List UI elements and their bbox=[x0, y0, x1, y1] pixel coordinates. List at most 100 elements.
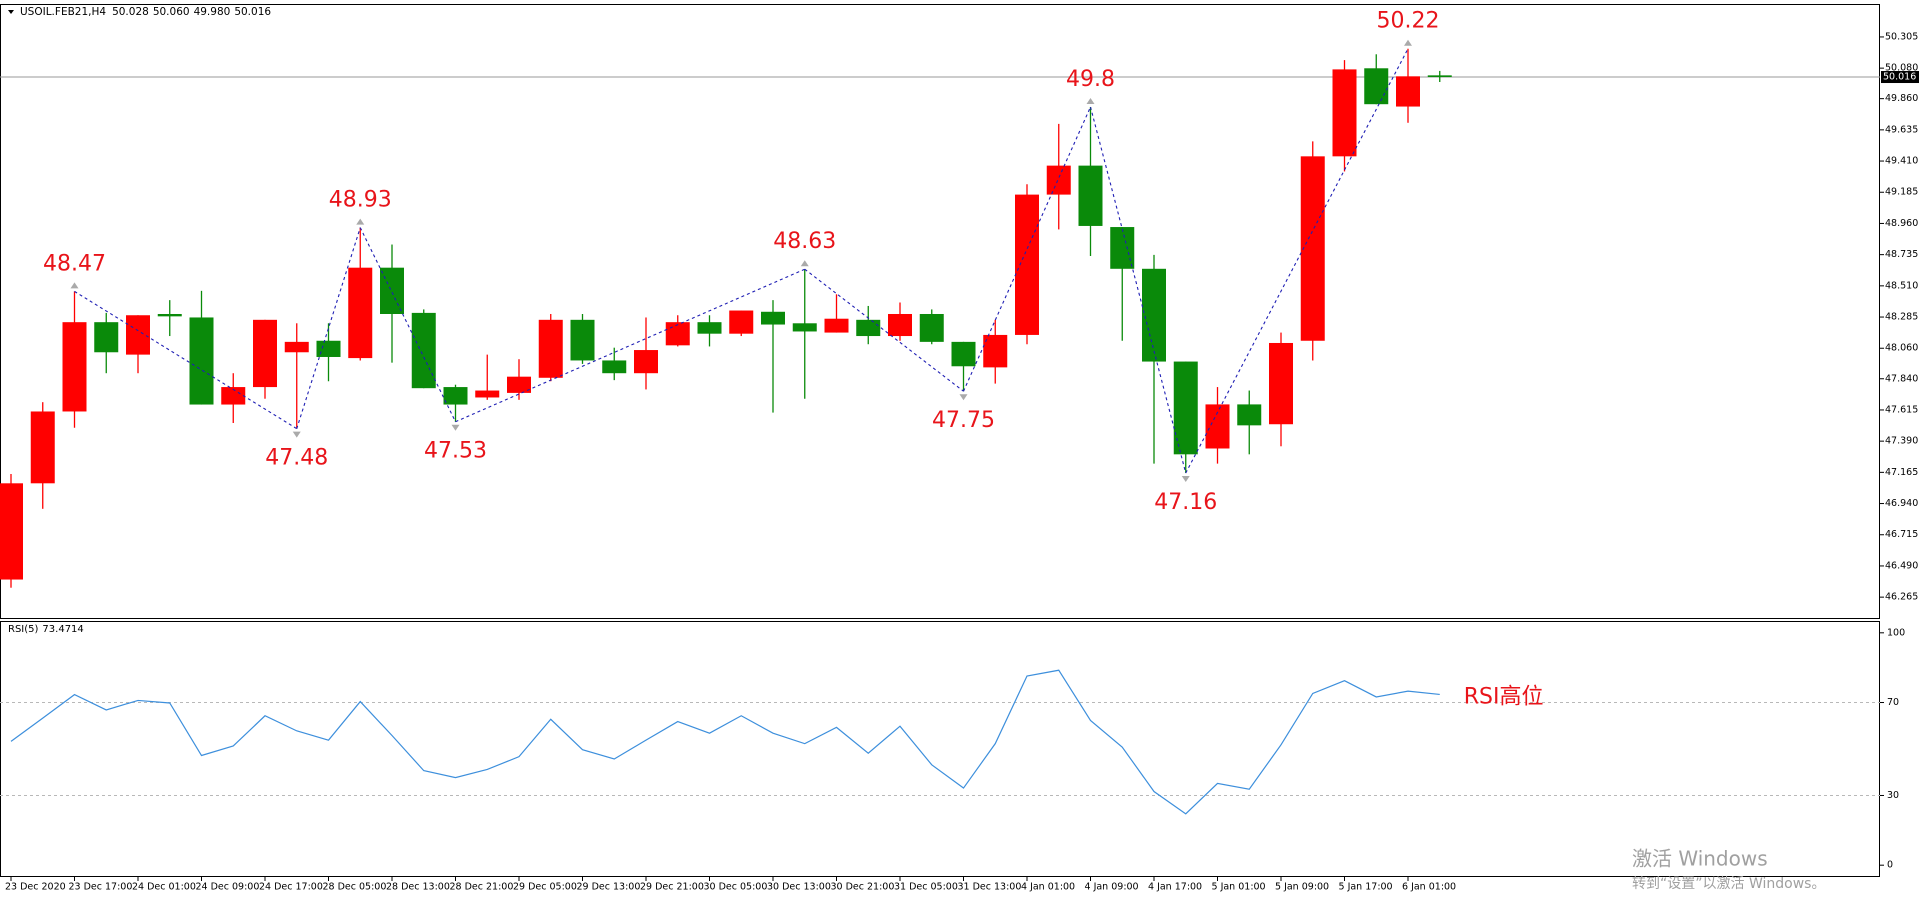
zigzag-segment bbox=[962, 106, 1092, 392]
x-tick-label: 29 Dec 21:00 bbox=[640, 882, 704, 893]
y-tick-label: 48.960 bbox=[1885, 218, 1918, 229]
zigzag-segment bbox=[359, 227, 456, 422]
candle-body bbox=[951, 341, 976, 367]
zigzag-label: 47.75 bbox=[932, 408, 995, 433]
quote-low: 49.980 bbox=[194, 6, 231, 18]
candle-body bbox=[570, 319, 595, 361]
candle-body bbox=[507, 376, 531, 393]
candle-body bbox=[824, 318, 849, 333]
candle-body bbox=[1205, 404, 1230, 449]
candle-body bbox=[888, 313, 912, 337]
zigzag-vertex bbox=[1404, 39, 1412, 46]
x-tick-label: 5 Jan 17:00 bbox=[1339, 882, 1393, 893]
x-tick-label: 24 Dec 17:00 bbox=[259, 882, 323, 893]
x-tick-label: 23 Dec 2020 bbox=[5, 882, 66, 893]
watermark-title: 激活 Windows bbox=[1632, 847, 1768, 871]
x-tick-label: 23 Dec 17:00 bbox=[69, 882, 133, 893]
y-tick-label: 49.410 bbox=[1885, 156, 1918, 167]
y-tick-label: 49.185 bbox=[1885, 187, 1918, 198]
y-tick-label: 48.510 bbox=[1885, 280, 1918, 291]
candle-body bbox=[602, 360, 627, 374]
symbol: USOIL.FEB21,H4 bbox=[20, 6, 106, 18]
y-tick-label: 50.080 bbox=[1885, 63, 1918, 74]
zigzag-vertex bbox=[1086, 97, 1095, 104]
candle-body bbox=[1078, 165, 1103, 226]
x-tick-label: 28 Dec 13:00 bbox=[386, 882, 450, 893]
y-tick-label: 49.635 bbox=[1885, 124, 1918, 135]
zigzag-segment bbox=[455, 268, 805, 423]
candle-body bbox=[729, 310, 754, 334]
candle-body bbox=[380, 267, 404, 314]
zigzag-label: 47.48 bbox=[265, 446, 328, 471]
candle-body bbox=[761, 311, 785, 325]
x-tick-label: 24 Dec 09:00 bbox=[196, 882, 260, 893]
candle-body bbox=[126, 315, 150, 355]
rsi-line bbox=[10, 669, 1440, 815]
candle-body bbox=[1237, 404, 1262, 426]
zigzag-vertex bbox=[959, 394, 968, 401]
zigzag-segment bbox=[1089, 106, 1187, 474]
zigzag-label: 48.47 bbox=[43, 251, 106, 276]
x-tick-label: 31 Dec 13:00 bbox=[958, 882, 1022, 893]
candle-body bbox=[189, 317, 214, 405]
x-tick-label: 29 Dec 05:00 bbox=[513, 882, 577, 893]
zigzag-label: 49.8 bbox=[1066, 67, 1115, 92]
y-tick-label: 46.940 bbox=[1885, 498, 1918, 509]
candle-body bbox=[1364, 68, 1389, 105]
x-tick-label: 31 Dec 05:00 bbox=[894, 882, 958, 893]
candle-body bbox=[1300, 156, 1325, 341]
watermark-subtitle: 转到“设置”以激活 Windows。 bbox=[1632, 875, 1825, 892]
x-tick-label: 30 Dec 13:00 bbox=[767, 882, 831, 893]
candle-body bbox=[0, 483, 23, 580]
collapse-icon[interactable] bbox=[8, 10, 14, 14]
y-tick-label: 48.060 bbox=[1885, 343, 1918, 354]
candle-body bbox=[983, 334, 1008, 368]
candle-body bbox=[1173, 361, 1198, 455]
candle-body bbox=[475, 390, 500, 398]
candle-body bbox=[1110, 227, 1135, 269]
zigzag-segment bbox=[74, 290, 298, 430]
candle-body bbox=[856, 319, 881, 337]
candle-body bbox=[919, 313, 944, 342]
x-tick-label: 6 Jan 01:00 bbox=[1402, 882, 1456, 893]
x-tick-label: 28 Dec 21:00 bbox=[450, 882, 514, 893]
x-tick-label: 28 Dec 05:00 bbox=[323, 882, 387, 893]
candle-body bbox=[1332, 69, 1357, 157]
rsi-current: 73.4714 bbox=[42, 624, 83, 635]
zigzag-segment bbox=[1185, 48, 1409, 474]
candle-body bbox=[1015, 194, 1039, 335]
candle-body bbox=[443, 387, 468, 405]
zigzag-label: 48.93 bbox=[329, 188, 392, 213]
y-tick-label: 48.735 bbox=[1885, 249, 1918, 260]
rsi-annotation: RSI高位 bbox=[1464, 684, 1544, 709]
y-tick-label: 46.265 bbox=[1885, 592, 1918, 603]
candle-body bbox=[157, 313, 182, 317]
zigzag-label: 50.22 bbox=[1377, 9, 1440, 34]
candle-body bbox=[1396, 76, 1420, 107]
candle-body bbox=[1046, 165, 1071, 195]
candle-body bbox=[665, 322, 690, 346]
price-panel-frame bbox=[0, 4, 1880, 619]
x-tick-label: 4 Jan 01:00 bbox=[1021, 882, 1075, 893]
y-tick-label: 47.390 bbox=[1885, 436, 1918, 447]
candle-body bbox=[348, 267, 373, 359]
zigzag-label: 47.16 bbox=[1154, 490, 1217, 515]
candle-body bbox=[1427, 75, 1452, 78]
candle-body bbox=[253, 319, 277, 388]
y-tick-label: 50.305 bbox=[1885, 31, 1918, 42]
candle-body bbox=[62, 322, 87, 412]
zigzag-vertex bbox=[356, 218, 365, 225]
x-tick-label: 4 Jan 17:00 bbox=[1148, 882, 1202, 893]
candle-body bbox=[697, 322, 722, 334]
candle-body bbox=[1269, 342, 1293, 425]
rsi-title: RSI(5) bbox=[8, 624, 39, 635]
x-tick-label: 30 Dec 05:00 bbox=[704, 882, 768, 893]
x-tick-label: 24 Dec 01:00 bbox=[132, 882, 196, 893]
rsi-header: RSI(5) 73.4714 bbox=[8, 624, 84, 635]
quote-high: 50.060 bbox=[153, 6, 190, 18]
quote-close: 50.016 bbox=[234, 6, 271, 18]
rsi-panel-frame bbox=[0, 621, 1880, 877]
x-tick-label: 29 Dec 13:00 bbox=[577, 882, 641, 893]
x-tick-label: 5 Jan 09:00 bbox=[1275, 882, 1329, 893]
